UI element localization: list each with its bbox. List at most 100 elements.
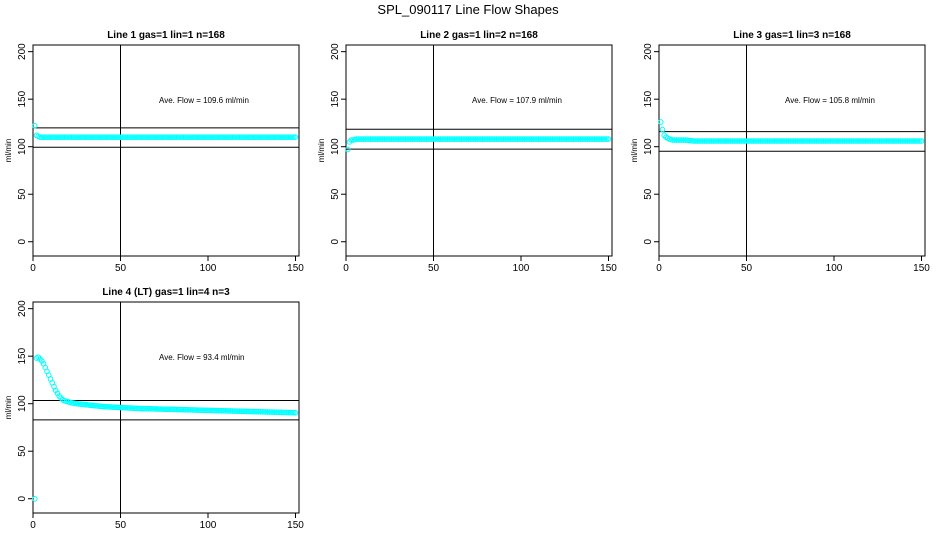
y-axis-label: ml/min	[630, 139, 639, 163]
data-point	[446, 136, 453, 142]
data-point	[846, 138, 853, 144]
data-point	[163, 134, 169, 140]
data-point	[131, 405, 138, 412]
average-flow-annotation: Ave. Flow = 93.4 ml/min	[159, 353, 244, 362]
data-point	[544, 136, 551, 142]
data-point	[31, 495, 38, 502]
data-point	[743, 138, 750, 144]
data-point	[747, 138, 753, 144]
data-point	[276, 134, 283, 140]
data-point	[549, 136, 556, 142]
data-point	[42, 134, 49, 140]
data-point	[699, 138, 706, 144]
data-point	[407, 136, 414, 142]
data-point	[736, 138, 743, 144]
plot-frame	[345, 44, 613, 257]
data-point	[245, 134, 252, 140]
data-point	[248, 134, 255, 140]
data-point	[154, 406, 161, 412]
data-point	[357, 136, 363, 142]
data-point	[827, 138, 834, 144]
data-point	[145, 405, 152, 412]
data-point	[206, 134, 213, 140]
data-point	[486, 136, 493, 142]
data-point	[694, 138, 701, 144]
data-point	[266, 134, 273, 140]
data-point	[720, 138, 727, 144]
data-point	[264, 134, 271, 140]
data-point	[794, 138, 801, 144]
x-tick-label: 0	[30, 520, 36, 531]
x-tick-label: 150	[600, 263, 617, 274]
data-point	[502, 136, 509, 142]
data-point	[275, 134, 281, 140]
x-tick-label: 100	[200, 520, 217, 531]
data-point	[497, 136, 503, 142]
data-point	[399, 136, 405, 142]
data-point	[722, 138, 729, 144]
data-point	[775, 138, 781, 144]
data-point	[698, 138, 704, 144]
data-point	[766, 138, 773, 144]
data-point	[147, 405, 154, 412]
data-point	[191, 134, 197, 140]
data-point	[460, 136, 467, 142]
data-point	[73, 134, 80, 140]
data-point	[778, 138, 785, 144]
data-point	[140, 134, 147, 140]
data-point	[442, 136, 449, 142]
data-point	[131, 134, 138, 140]
data-point	[215, 134, 222, 140]
data-point	[234, 134, 241, 140]
data-point	[203, 407, 210, 414]
data-point	[430, 136, 437, 142]
data-point	[273, 134, 280, 140]
data-point	[240, 408, 246, 415]
data-point	[659, 126, 666, 133]
data-point	[374, 136, 381, 142]
data-point	[372, 136, 379, 142]
y-tick-label: 50	[17, 445, 28, 457]
data-point	[883, 138, 890, 144]
data-point	[705, 138, 711, 144]
data-point	[785, 138, 792, 144]
data-point	[701, 138, 708, 144]
data-point	[101, 134, 108, 140]
data-point	[724, 138, 731, 144]
data-point	[792, 138, 799, 144]
data-point	[159, 134, 166, 140]
data-point	[121, 134, 127, 140]
data-point	[675, 137, 682, 143]
data-point	[180, 134, 187, 140]
data-point	[516, 136, 523, 142]
data-point	[691, 138, 697, 144]
data-point	[61, 134, 68, 140]
data-point	[292, 409, 299, 416]
data-point	[897, 138, 904, 144]
data-point	[752, 138, 759, 144]
data-point	[282, 134, 288, 140]
data-point	[393, 136, 400, 142]
data-point	[287, 134, 294, 140]
y-axis-label: ml/min	[317, 139, 326, 163]
data-point	[68, 134, 75, 140]
data-point	[269, 409, 276, 415]
data-point	[911, 138, 918, 144]
data-point	[523, 136, 530, 142]
data-point	[80, 134, 87, 140]
data-point	[128, 134, 134, 140]
data-point	[233, 134, 239, 140]
data-point	[406, 136, 412, 142]
data-point	[205, 407, 211, 414]
data-point	[103, 403, 110, 410]
data-point	[575, 136, 582, 142]
data-point	[470, 136, 477, 142]
data-point	[901, 138, 907, 144]
data-point	[182, 406, 189, 413]
data-point	[843, 138, 850, 144]
y-tick-label: 50	[643, 188, 654, 200]
data-point	[514, 136, 521, 142]
data-point	[483, 136, 489, 142]
data-point	[477, 136, 484, 142]
data-point	[290, 409, 297, 416]
